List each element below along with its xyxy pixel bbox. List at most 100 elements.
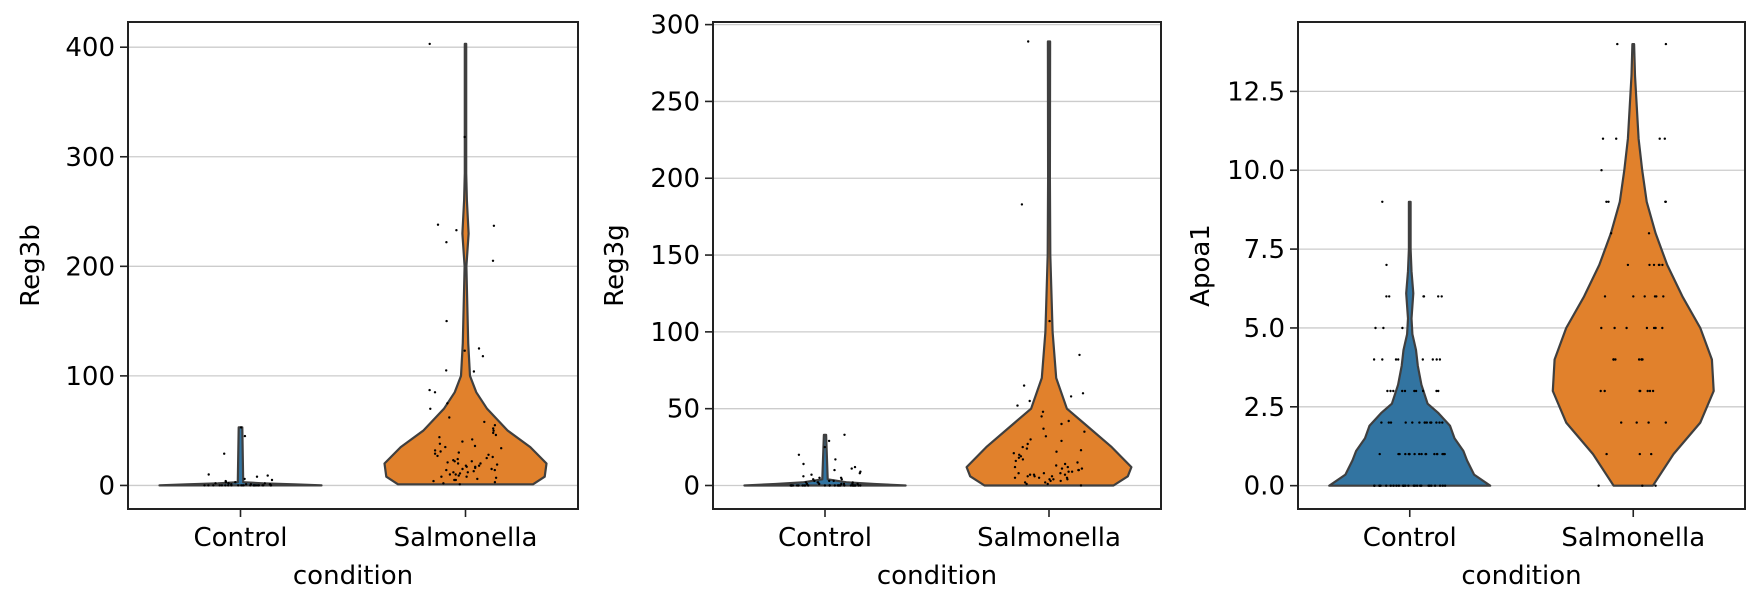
data-point [492, 431, 495, 435]
data-point [1440, 295, 1443, 298]
data-point [479, 462, 482, 465]
data-point [257, 484, 261, 487]
data-point [1435, 421, 1438, 424]
data-point [1637, 358, 1641, 361]
y-tick-label: 0 [98, 471, 115, 501]
data-point [1069, 395, 1073, 398]
data-point [1055, 450, 1058, 453]
data-point [1394, 358, 1398, 361]
data-point [810, 473, 813, 476]
violin-control [158, 426, 323, 487]
data-point [802, 484, 806, 487]
data-point [1017, 456, 1021, 459]
y-tick-label: 100 [650, 318, 700, 348]
data-point [461, 467, 464, 471]
data-point [1404, 484, 1407, 487]
data-point [1025, 447, 1029, 450]
y-tick-label: 300 [650, 11, 700, 41]
data-point [856, 482, 859, 486]
data-point [1079, 484, 1083, 487]
data-point [474, 465, 477, 468]
data-point [1016, 404, 1019, 407]
data-point [1664, 421, 1668, 424]
data-point [1044, 435, 1048, 438]
violin-salmonella [383, 42, 548, 486]
y-tick-label: 0.0 [1244, 472, 1285, 502]
data-point [1663, 137, 1667, 140]
data-point [448, 473, 452, 476]
data-point [1647, 421, 1650, 424]
data-point [823, 445, 826, 449]
y-axis-label: Reg3g [600, 224, 630, 306]
data-point [1060, 467, 1064, 470]
y-axis-label: Reg3b [16, 224, 46, 306]
data-point [223, 452, 226, 455]
data-point [1027, 40, 1030, 43]
data-point [1076, 461, 1079, 464]
data-point [1411, 421, 1414, 424]
data-point [1415, 484, 1419, 487]
data-point [1626, 263, 1630, 267]
data-point [1023, 481, 1027, 484]
data-point [1042, 472, 1046, 475]
data-point [464, 464, 468, 467]
data-point [1613, 326, 1616, 330]
data-point [1435, 358, 1438, 361]
x-tick-label: Salmonella [394, 523, 538, 553]
y-tick-label: 2.5 [1244, 393, 1285, 423]
data-point [1652, 326, 1656, 330]
y-tick-label: 400 [65, 33, 115, 63]
data-point [456, 457, 459, 461]
data-point [494, 476, 498, 479]
data-point [1017, 472, 1020, 475]
data-point [1032, 473, 1036, 476]
y-tick-label: 150 [650, 241, 700, 271]
data-point [1438, 358, 1442, 361]
x-axis-label: condition [1461, 561, 1581, 591]
data-point [1372, 358, 1376, 361]
data-point [1635, 421, 1638, 424]
data-point [1050, 475, 1054, 478]
data-point [1614, 358, 1617, 361]
data-point [263, 482, 266, 485]
data-point [1063, 462, 1067, 466]
data-point [1655, 295, 1658, 298]
data-point [1433, 484, 1437, 487]
data-point [1413, 484, 1417, 487]
data-point [244, 483, 248, 486]
data-point [1443, 484, 1447, 487]
y-tick-label: 12.5 [1227, 77, 1285, 107]
data-point [439, 450, 442, 453]
data-point [494, 433, 498, 437]
data-point [457, 451, 460, 454]
data-point [1059, 479, 1062, 483]
data-point [818, 476, 821, 479]
data-point [1431, 358, 1435, 361]
data-point [218, 484, 221, 487]
data-point [1392, 389, 1395, 393]
data-point [1060, 439, 1063, 443]
data-point [1022, 384, 1026, 387]
data-point [828, 484, 831, 487]
data-point [851, 481, 854, 484]
data-point [214, 482, 217, 485]
data-point [490, 467, 493, 471]
data-point [1013, 465, 1017, 469]
data-point [1046, 482, 1049, 486]
data-point [833, 484, 836, 487]
data-point [472, 470, 475, 473]
violin-panel-apoa1: 0.0 2.5 5.0 7.5 10.0 12.5 Control Salmonella con… [1186, 21, 1746, 591]
data-point [853, 484, 857, 487]
data-point [493, 468, 496, 472]
data-point [445, 468, 448, 472]
data-point [802, 462, 805, 466]
data-point [1425, 421, 1429, 424]
data-point [1044, 481, 1047, 484]
data-point [1612, 358, 1615, 361]
data-point [242, 484, 245, 487]
data-point [1433, 452, 1436, 456]
data-point [1600, 326, 1603, 330]
data-point [1605, 200, 1608, 203]
data-point [1026, 475, 1029, 478]
